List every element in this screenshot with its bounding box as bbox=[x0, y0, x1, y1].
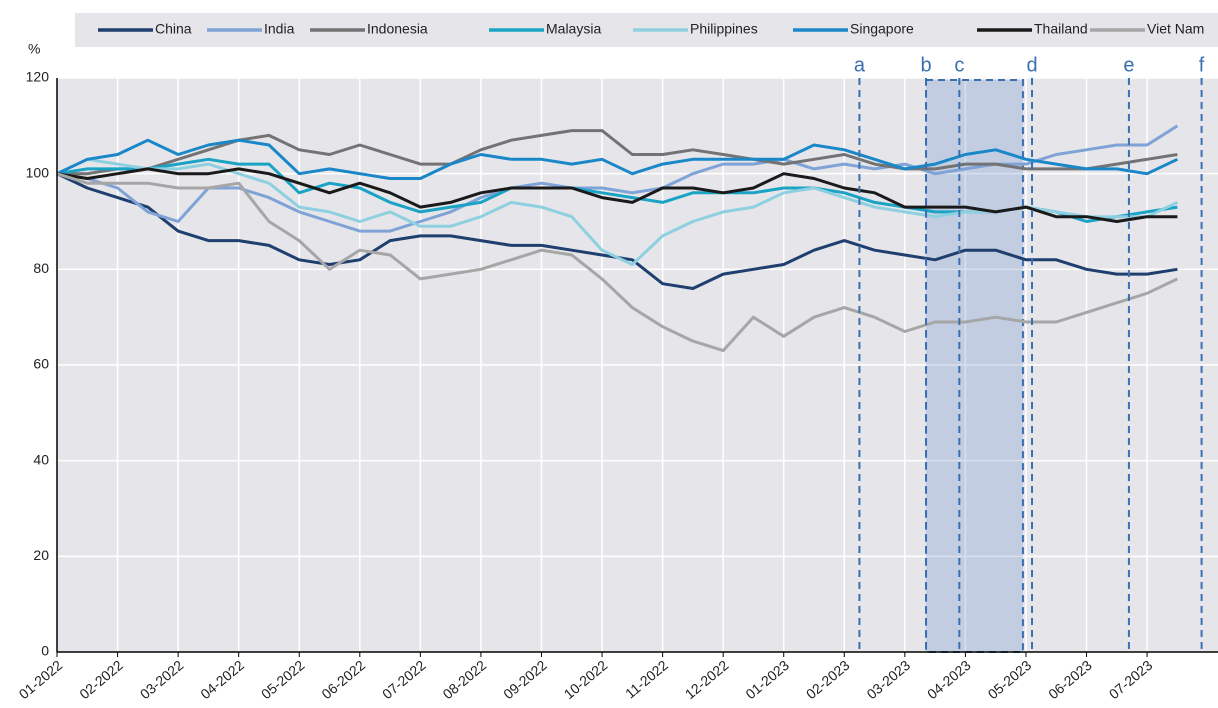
x-tick-label: 03-2023 bbox=[863, 657, 913, 702]
series-line bbox=[56, 138, 1179, 180]
x-tick-label: 09-2022 bbox=[500, 657, 550, 702]
x-tick-label: 06-2022 bbox=[318, 657, 368, 702]
annotation-label: e bbox=[1123, 54, 1134, 76]
x-tick-label: 12-2022 bbox=[682, 657, 732, 702]
annotation-label: c bbox=[954, 54, 964, 76]
x-tick-label: 03-2022 bbox=[137, 657, 187, 702]
series-line bbox=[56, 167, 1178, 223]
annotation-label: d bbox=[1026, 54, 1037, 76]
y-tick-label: 60 bbox=[33, 356, 49, 372]
y-tick-label: 80 bbox=[33, 260, 49, 276]
shaded-range bbox=[925, 79, 1024, 653]
x-tick-label: 11-2022 bbox=[622, 657, 671, 702]
legend-label: China bbox=[155, 21, 192, 37]
x-tick-label: 04-2022 bbox=[197, 657, 247, 702]
series-line bbox=[56, 172, 1179, 353]
legend-label: Indonesia bbox=[367, 21, 428, 37]
x-tick-label: 10-2022 bbox=[561, 657, 611, 702]
y-tick-label: 20 bbox=[33, 547, 49, 563]
x-tick-label: 08-2022 bbox=[440, 657, 490, 702]
legend-label: Singapore bbox=[850, 21, 914, 37]
x-tick-label: 05-2022 bbox=[258, 657, 308, 702]
legend-label: Philippines bbox=[690, 21, 758, 37]
x-tick-label: 06-2023 bbox=[1045, 657, 1095, 702]
y-tick-label: 100 bbox=[26, 164, 50, 180]
x-tick-label: 02-2022 bbox=[76, 657, 126, 702]
series-line bbox=[57, 129, 1178, 176]
annotation-label: a bbox=[854, 54, 866, 76]
legend-label: Thailand bbox=[1034, 21, 1088, 37]
legend-label: India bbox=[264, 21, 295, 37]
x-tick-label: 01-2022 bbox=[16, 657, 66, 702]
x-tick-label: 07-2022 bbox=[379, 657, 429, 702]
legend-label: Viet Nam bbox=[1147, 21, 1204, 37]
x-tick-label: 05-2023 bbox=[985, 657, 1035, 702]
legend-label: Malaysia bbox=[546, 21, 601, 37]
y-tick-label: 120 bbox=[26, 69, 50, 85]
x-tick-label: 02-2023 bbox=[803, 657, 853, 702]
y-tick-label: 40 bbox=[33, 451, 49, 467]
annotation-label: f bbox=[1199, 54, 1205, 76]
y-axis-label: % bbox=[28, 41, 40, 57]
x-tick-label: 04-2023 bbox=[924, 657, 974, 702]
x-tick-label: 01-2023 bbox=[742, 657, 792, 702]
x-tick-label: 07-2023 bbox=[1106, 657, 1156, 702]
y-tick-label: 0 bbox=[41, 643, 49, 659]
annotation-label: b bbox=[920, 54, 931, 76]
